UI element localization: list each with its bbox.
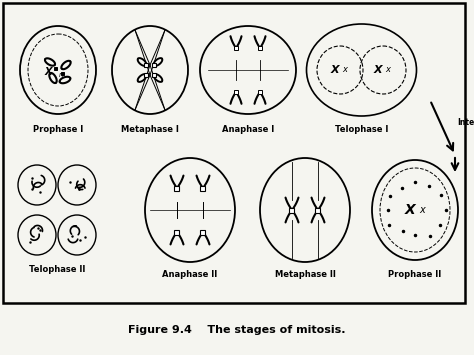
Bar bbox=[152, 63, 156, 67]
Ellipse shape bbox=[20, 26, 96, 114]
Bar bbox=[234, 90, 238, 94]
Text: Metaphase II: Metaphase II bbox=[274, 270, 336, 279]
Bar bbox=[62, 71, 64, 75]
Ellipse shape bbox=[372, 160, 458, 260]
Bar bbox=[258, 46, 262, 50]
Ellipse shape bbox=[58, 215, 96, 255]
Text: X: X bbox=[331, 65, 339, 75]
Ellipse shape bbox=[260, 158, 350, 262]
Bar bbox=[152, 73, 156, 77]
Ellipse shape bbox=[18, 215, 56, 255]
Bar bbox=[316, 208, 320, 213]
Bar bbox=[290, 208, 294, 213]
Text: x: x bbox=[343, 66, 347, 75]
Text: x: x bbox=[385, 66, 391, 75]
Ellipse shape bbox=[307, 24, 417, 116]
Text: Figure 9.4    The stages of mitosis.: Figure 9.4 The stages of mitosis. bbox=[128, 325, 346, 335]
Ellipse shape bbox=[200, 26, 296, 114]
Ellipse shape bbox=[145, 158, 235, 262]
Text: Intermission: Intermission bbox=[457, 118, 474, 127]
Bar bbox=[3, 3, 465, 303]
Text: Anaphase I: Anaphase I bbox=[222, 125, 274, 134]
Bar bbox=[201, 229, 206, 235]
Bar bbox=[174, 229, 180, 235]
Bar bbox=[201, 186, 206, 191]
Text: Telophase I: Telophase I bbox=[335, 125, 388, 134]
Text: n: n bbox=[59, 72, 63, 78]
Text: Prophase I: Prophase I bbox=[33, 125, 83, 134]
Text: X: X bbox=[405, 203, 415, 217]
Bar bbox=[234, 46, 238, 50]
Ellipse shape bbox=[18, 165, 56, 205]
Text: x: x bbox=[419, 205, 425, 215]
Text: Metaphase I: Metaphase I bbox=[121, 125, 179, 134]
Text: Telophase II: Telophase II bbox=[29, 265, 85, 274]
Bar bbox=[144, 73, 148, 77]
Text: Anaphase II: Anaphase II bbox=[163, 270, 218, 279]
Text: X: X bbox=[374, 65, 383, 75]
Bar bbox=[258, 90, 262, 94]
Bar bbox=[174, 186, 180, 191]
Text: Prophase II: Prophase II bbox=[388, 270, 442, 279]
Bar bbox=[55, 66, 57, 70]
Ellipse shape bbox=[58, 165, 96, 205]
Text: X: X bbox=[44, 67, 52, 77]
Ellipse shape bbox=[112, 26, 188, 114]
Bar bbox=[144, 63, 148, 67]
